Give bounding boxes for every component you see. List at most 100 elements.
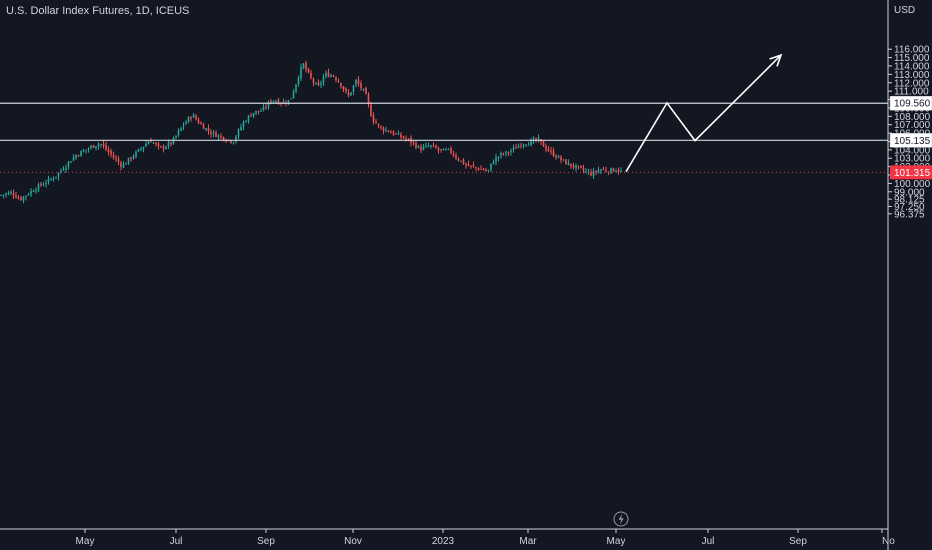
candle (427, 142, 430, 148)
candle (192, 112, 195, 118)
candle (232, 141, 235, 145)
candle (310, 69, 312, 80)
candle (372, 112, 375, 125)
candle (187, 116, 190, 124)
candle (185, 120, 187, 125)
candle (142, 146, 145, 153)
candle (345, 87, 347, 94)
candle (502, 152, 505, 156)
candle (465, 162, 467, 169)
candle (490, 163, 492, 173)
candle (365, 86, 367, 95)
candle (70, 161, 72, 163)
horizontal-levels[interactable] (0, 102, 888, 173)
y-tick-label: 116.000 (894, 45, 930, 56)
candle (472, 161, 475, 168)
y-tick-label: 113.000 (894, 70, 930, 81)
candle (605, 166, 607, 173)
candle (482, 167, 485, 171)
candle (160, 145, 162, 148)
candle (162, 144, 165, 153)
candle (462, 158, 465, 165)
candle (295, 83, 297, 94)
projection-polyline[interactable] (625, 54, 782, 173)
candlestick-series (0, 60, 622, 204)
candle (265, 103, 267, 110)
y-tick-label: 100.000 (894, 179, 931, 190)
candle (292, 89, 295, 99)
candle (592, 167, 595, 179)
candle (497, 156, 500, 162)
candle (327, 68, 330, 78)
candle (200, 121, 202, 125)
candle (525, 144, 527, 147)
candle (510, 148, 512, 156)
candle (475, 166, 477, 172)
candle (442, 148, 445, 151)
candle (102, 140, 105, 149)
candle (290, 98, 292, 100)
candle (542, 140, 545, 147)
level-price-badge[interactable]: 109.560 (889, 95, 932, 111)
candle (362, 88, 365, 92)
level-price-badge[interactable]: 105.135 (889, 133, 932, 148)
candle (45, 179, 47, 188)
candle (255, 110, 257, 116)
candle (512, 144, 515, 153)
candle (565, 158, 567, 165)
candle (452, 150, 455, 158)
candle (12, 189, 15, 200)
candle (217, 134, 220, 141)
candle (252, 113, 255, 119)
candle (112, 151, 115, 160)
candle (620, 167, 622, 173)
candle (455, 152, 457, 161)
candle (120, 160, 122, 171)
candle (395, 132, 397, 135)
lightning-icon[interactable] (613, 511, 629, 527)
candle (95, 146, 97, 151)
candle (612, 167, 615, 172)
candle (240, 123, 242, 132)
candle (460, 160, 462, 163)
candle (22, 195, 25, 204)
candle (72, 153, 75, 162)
candle (165, 145, 167, 150)
candle (560, 155, 562, 164)
candle (50, 177, 52, 181)
y-tick-label: 104.000 (894, 145, 931, 156)
candle (600, 168, 602, 175)
x-tick-label: Sep (789, 536, 807, 547)
y-tick-label: 111.000 (894, 87, 929, 98)
candle (32, 189, 35, 193)
candle (245, 119, 247, 123)
x-tick-label: Jul (702, 536, 715, 547)
candle (182, 122, 185, 131)
candle (170, 141, 172, 147)
candle (377, 123, 380, 129)
candle (397, 130, 400, 135)
time-axis[interactable]: May Jul Sep Nov 2023 Mar May Jul Sep No (0, 528, 895, 547)
candle (537, 134, 540, 143)
candle (207, 124, 210, 135)
candle (340, 82, 342, 89)
candle (167, 139, 170, 150)
candle (515, 143, 517, 149)
projection-path[interactable] (625, 53, 783, 173)
candle (65, 164, 67, 173)
candle (242, 120, 245, 131)
candle (110, 148, 112, 158)
candle (555, 153, 557, 160)
candle (382, 126, 385, 135)
candle (130, 156, 132, 162)
y-tick-label: 96.375 (894, 209, 925, 220)
candle (30, 188, 32, 198)
x-tick-label: Sep (257, 536, 275, 547)
candle (275, 99, 277, 103)
candle (7, 190, 10, 196)
price-axis[interactable]: USD 116.000115.000114.000113.000112.00011… (887, 0, 932, 550)
candle (360, 80, 362, 91)
candle (180, 127, 182, 132)
candle (2, 194, 5, 199)
